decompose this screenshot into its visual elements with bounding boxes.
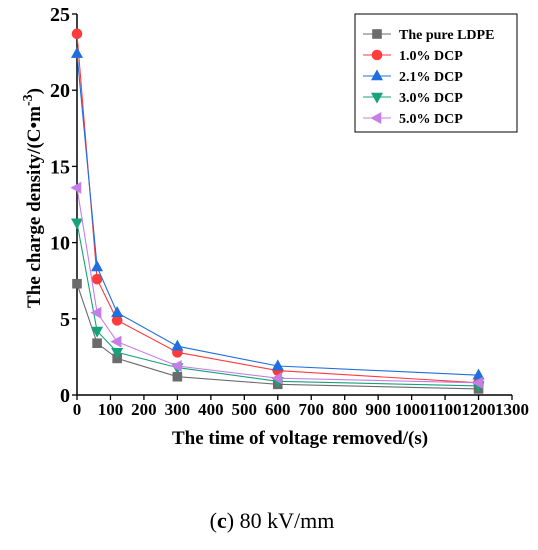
legend-entry: 3.0% DCP [363, 91, 463, 106]
series-3 [70, 47, 485, 380]
x-axis-title: The time of voltage removed/(s) [172, 428, 428, 449]
data-point [170, 360, 182, 373]
series-line [76, 283, 479, 390]
data-point [171, 339, 184, 351]
x-tick-label: 1000 [395, 400, 429, 419]
legend-marker [371, 49, 383, 61]
y-tick-label: 20 [50, 80, 70, 102]
x-tick-label: 300 [165, 400, 191, 419]
y-axis-title: The charge density/(C•m-3) [21, 88, 45, 308]
legend-entry: The pure LDPE [363, 28, 494, 43]
y-axis-title-close: ) [24, 88, 45, 94]
axes [76, 14, 512, 396]
y-axis-title-exponent: -3 [21, 94, 36, 106]
data-point [92, 338, 102, 348]
data-point [271, 359, 284, 371]
series-layer [70, 28, 485, 394]
legend-label: 2.1% DCP [399, 70, 463, 85]
x-tick-label: 100 [98, 400, 124, 419]
series-line [76, 53, 479, 376]
data-point [70, 181, 82, 194]
data-point [71, 28, 83, 40]
data-point [271, 372, 283, 385]
data-point [72, 278, 82, 289]
x-tick-label: 600 [265, 400, 291, 419]
data-point [90, 306, 102, 319]
legend-marker [370, 111, 382, 125]
x-tick-label: 700 [298, 400, 324, 419]
caption-text: 80 kV/mm [234, 508, 334, 533]
legend-label: 1.0% DCP [399, 49, 463, 64]
x-tick-label: 1100 [429, 400, 462, 419]
legend-entry: 5.0% DCP [363, 111, 463, 127]
legend-marker [370, 92, 384, 104]
series-5 [70, 181, 483, 389]
x-tick-label: 400 [198, 400, 224, 419]
data-point [70, 47, 84, 58]
data-point [70, 218, 84, 230]
data-point [111, 348, 124, 359]
y-tick-label: 5 [60, 309, 70, 331]
legend-label: 5.0% DCP [399, 112, 463, 127]
x-tick-label: 900 [365, 400, 391, 419]
caption-letter: c [217, 508, 227, 533]
legend-entry: 2.1% DCP [363, 69, 463, 85]
x-tick-label: 1300 [495, 400, 529, 419]
y-tick-label: 15 [50, 156, 70, 178]
data-point [91, 260, 104, 272]
series-line [76, 187, 479, 384]
data-point [110, 335, 122, 348]
x-tick-label: 500 [232, 400, 258, 419]
legend-marker [370, 69, 384, 81]
legend-label: 3.0% DCP [399, 91, 463, 106]
x-tick-label: 200 [131, 400, 157, 419]
legend: The pure LDPE 1.0% DCP 2.1% DCP 3.0% DCP 5.0… [354, 13, 518, 133]
legend-marker [372, 29, 382, 39]
y-axis-title-main: The charge density/(C•m [24, 106, 45, 308]
series-2 [71, 28, 484, 389]
figure-caption: (c) 80 kV/mm [210, 508, 335, 533]
data-point [111, 306, 124, 318]
data-point [91, 326, 104, 338]
x-tick-label: 800 [332, 400, 358, 419]
caption-open: ( [210, 508, 217, 533]
series-line [76, 33, 479, 384]
axis-ticks: 0 100 200 300 400 500 600 700 800 900 1000 1100 1200… [50, 4, 529, 419]
data-point [471, 376, 483, 389]
x-tick-label: 0 [73, 400, 82, 419]
caption-close: ) [227, 508, 234, 533]
legend-label: The pure LDPE [399, 28, 494, 43]
x-tick-label: 1200 [462, 400, 496, 419]
y-tick-label: 0 [60, 385, 70, 407]
legend-entry: 1.0% DCP [363, 49, 463, 64]
y-tick-label: 10 [50, 233, 70, 255]
y-tick-label: 25 [50, 4, 70, 26]
